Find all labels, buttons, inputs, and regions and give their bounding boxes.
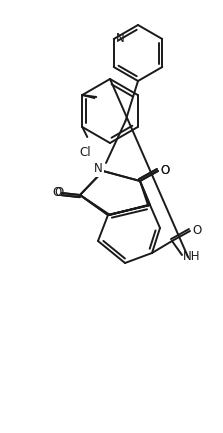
Text: O: O	[160, 165, 169, 178]
Text: O: O	[192, 224, 201, 237]
Text: O: O	[160, 165, 169, 178]
Text: N: N	[94, 162, 103, 175]
Text: NH: NH	[183, 249, 200, 262]
Text: O: O	[52, 187, 61, 200]
Text: N: N	[116, 32, 124, 45]
Text: Cl: Cl	[79, 146, 91, 159]
Text: O: O	[54, 187, 63, 200]
Text: N: N	[95, 162, 104, 175]
